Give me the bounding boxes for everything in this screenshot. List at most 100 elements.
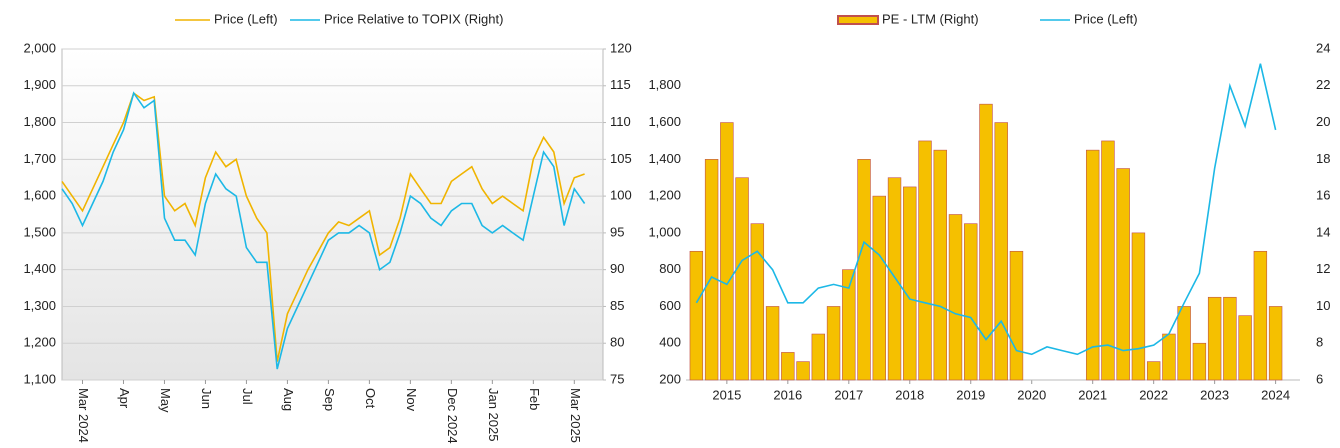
legend-swatch [837, 15, 879, 25]
bar [750, 223, 765, 381]
y-tick-label: 1,400 [648, 151, 681, 166]
x-tick-label: 2020 [1017, 387, 1046, 402]
y-tick-label: 1,400 [23, 261, 56, 276]
x-tick-label: 2022 [1139, 387, 1168, 402]
legend-label: PE - LTM (Right) [882, 11, 979, 26]
bar [1177, 306, 1191, 381]
bar [1162, 333, 1176, 381]
bar [704, 159, 719, 381]
y2-tick-label: 8 [1316, 335, 1323, 350]
bar [1268, 306, 1283, 381]
bar [1116, 168, 1130, 381]
y2-tick-label: 12 [1316, 261, 1330, 276]
y-tick-label: 2,000 [23, 40, 56, 55]
bar [857, 159, 871, 381]
y2-tick-label: 90 [610, 261, 624, 276]
y-tick-label: 200 [659, 371, 681, 386]
x-tick-label: 2019 [956, 387, 985, 402]
y2-tick-label: 6 [1316, 371, 1323, 386]
line-series [61, 91, 585, 362]
bar [689, 250, 704, 381]
bar [1101, 140, 1115, 381]
y2-tick-label: 75 [610, 371, 624, 386]
y-tick-label: 1,800 [648, 77, 681, 92]
y2-tick-label: 95 [610, 224, 624, 239]
legend-label: Price (Left) [1074, 11, 1138, 26]
bar [1238, 315, 1252, 381]
y-tick-label: 400 [659, 335, 681, 350]
y2-tick-label: 115 [610, 77, 631, 92]
bar [1085, 149, 1100, 381]
y2-tick-label: 110 [610, 114, 631, 129]
x-tick-label: Oct [363, 388, 378, 409]
y-tick-label: 1,200 [23, 335, 56, 350]
bar [887, 177, 902, 381]
y-tick-label: 600 [659, 298, 681, 313]
y-tick-label: 1,800 [23, 114, 56, 129]
x-tick-label: Nov [404, 388, 419, 412]
y-tick-label: 1,300 [23, 298, 56, 313]
bar [826, 306, 841, 381]
x-tick-label: 2018 [895, 387, 924, 402]
y-tick-label: 1,700 [23, 151, 56, 166]
legend-label: Price Relative to TOPIX (Right) [324, 11, 503, 26]
bar [903, 186, 917, 381]
bar [979, 103, 993, 381]
x-tick-label: 2024 [1261, 387, 1290, 402]
bar [933, 149, 947, 381]
plot-background [61, 48, 604, 381]
y2-tick-label: 120 [610, 40, 632, 55]
y2-tick-label: 80 [610, 335, 624, 350]
bar [994, 122, 1008, 381]
bar [918, 140, 932, 381]
bar [1146, 361, 1161, 381]
y2-tick-label: 14 [1316, 224, 1330, 239]
bar [872, 195, 886, 381]
y2-tick-label: 16 [1316, 188, 1330, 203]
bar [765, 306, 780, 381]
x-tick-label: Mar 2025 [568, 388, 583, 443]
x-tick-label: Dec 2024 [445, 388, 460, 444]
x-tick-label: Sep [322, 388, 337, 411]
line-series [61, 91, 586, 370]
y2-tick-label: 85 [610, 298, 624, 313]
legend-label: Price (Left) [214, 11, 278, 26]
y-tick-label: 1,600 [23, 188, 56, 203]
y2-tick-label: 24 [1316, 40, 1330, 55]
bar [1131, 232, 1146, 381]
bar [796, 361, 810, 381]
bar [1009, 250, 1024, 381]
y2-tick-label: 18 [1316, 151, 1330, 166]
y2-tick-label: 22 [1316, 77, 1330, 92]
x-tick-label: 2021 [1078, 387, 1107, 402]
bar [964, 223, 978, 381]
x-tick-label: 2015 [712, 387, 741, 402]
y-tick-label: 1,500 [23, 224, 56, 239]
bar [781, 352, 795, 381]
y2-tick-label: 10 [1316, 298, 1330, 313]
bar [811, 333, 826, 381]
y2-tick-label: 20 [1316, 114, 1330, 129]
y-tick-label: 1,600 [648, 114, 681, 129]
x-tick-label: Mar 2024 [76, 388, 91, 443]
y2-tick-label: 105 [610, 151, 632, 166]
x-tick-label: Aug [281, 388, 296, 411]
line-series [695, 63, 1277, 356]
x-tick-label: Jan 2025 [486, 388, 501, 442]
x-tick-label: Apr [117, 388, 132, 409]
bar [720, 122, 734, 381]
x-tick-label: Jul [240, 388, 255, 405]
bar [735, 177, 749, 381]
bar [948, 214, 963, 381]
y-tick-label: 1,000 [648, 224, 681, 239]
bar [1192, 342, 1207, 381]
x-tick-label: Jun [199, 388, 214, 409]
y-tick-label: 800 [659, 261, 681, 276]
y-tick-label: 1,100 [23, 371, 56, 386]
bar [842, 269, 856, 381]
x-tick-label: 2023 [1200, 387, 1229, 402]
x-tick-label: 2016 [773, 387, 802, 402]
y-tick-label: 1,200 [648, 188, 681, 203]
bar [1253, 250, 1268, 381]
